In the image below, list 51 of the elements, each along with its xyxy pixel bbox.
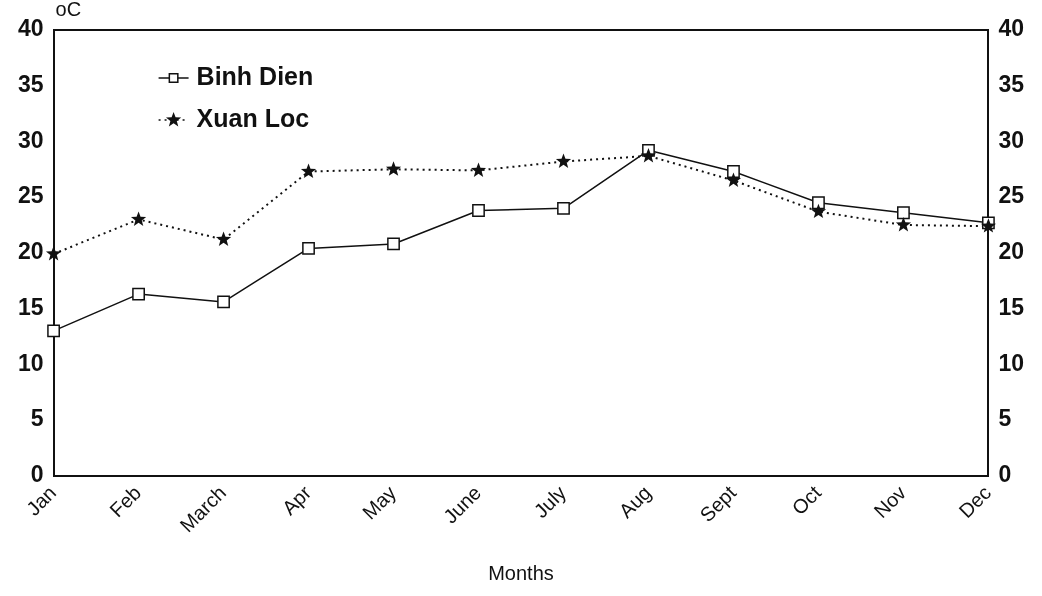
point — [555, 153, 572, 168]
legend-label: Xuan Loc — [196, 103, 310, 132]
point — [727, 165, 740, 178]
point — [812, 196, 825, 210]
point — [897, 206, 910, 220]
point — [215, 231, 232, 246]
point — [387, 237, 400, 251]
point — [132, 287, 145, 301]
point — [217, 295, 230, 309]
y-tick-label: 25 — [17, 182, 44, 209]
point — [725, 172, 742, 187]
y-axis-title: oC — [55, 0, 82, 20]
point — [302, 242, 315, 255]
point — [640, 147, 657, 163]
point — [895, 217, 912, 232]
point — [472, 204, 485, 217]
point — [47, 324, 60, 338]
point — [810, 203, 827, 219]
y-tick-label: 20 — [17, 238, 44, 265]
y-tick-label: 35 — [17, 71, 44, 98]
y2-tick-label: 15 — [998, 293, 1025, 320]
x-tick-label: June — [439, 481, 486, 528]
y2-tick-label: 35 — [998, 71, 1025, 98]
y2-tick-label: 10 — [998, 349, 1025, 376]
x-tick-label: Aug — [614, 481, 656, 523]
x-tick-label: July — [529, 481, 571, 523]
y2-tick-label: 25 — [998, 182, 1025, 209]
point — [130, 211, 147, 226]
y2-tick-label: 30 — [998, 126, 1025, 153]
y-tick-label: 15 — [17, 293, 44, 320]
legend-label: Binh Dien — [196, 61, 314, 90]
y2-tick-label: 5 — [998, 405, 1012, 432]
point — [557, 201, 570, 215]
x-tick-label: Feb — [105, 481, 146, 522]
y-tick-label: 30 — [17, 126, 44, 153]
point — [45, 245, 62, 261]
point — [300, 163, 317, 178]
x-tick-label: May — [357, 481, 401, 524]
y-tick-label: 40 — [17, 15, 44, 42]
y2-tick-label: 0 — [998, 461, 1012, 488]
y2-tick-label: 20 — [998, 238, 1025, 265]
y-tick-label: 5 — [30, 405, 44, 432]
x-tick-label: Dec — [954, 481, 996, 523]
x-axis-title: Months — [488, 561, 554, 584]
x-tick-label: Oct — [787, 481, 826, 519]
point — [470, 162, 487, 177]
x-tick-label: Nov — [869, 481, 911, 523]
x-tick-label: Apr — [277, 481, 316, 519]
y-tick-label: 10 — [17, 349, 44, 376]
y2-tick-label: 40 — [998, 15, 1025, 42]
point — [385, 161, 402, 176]
